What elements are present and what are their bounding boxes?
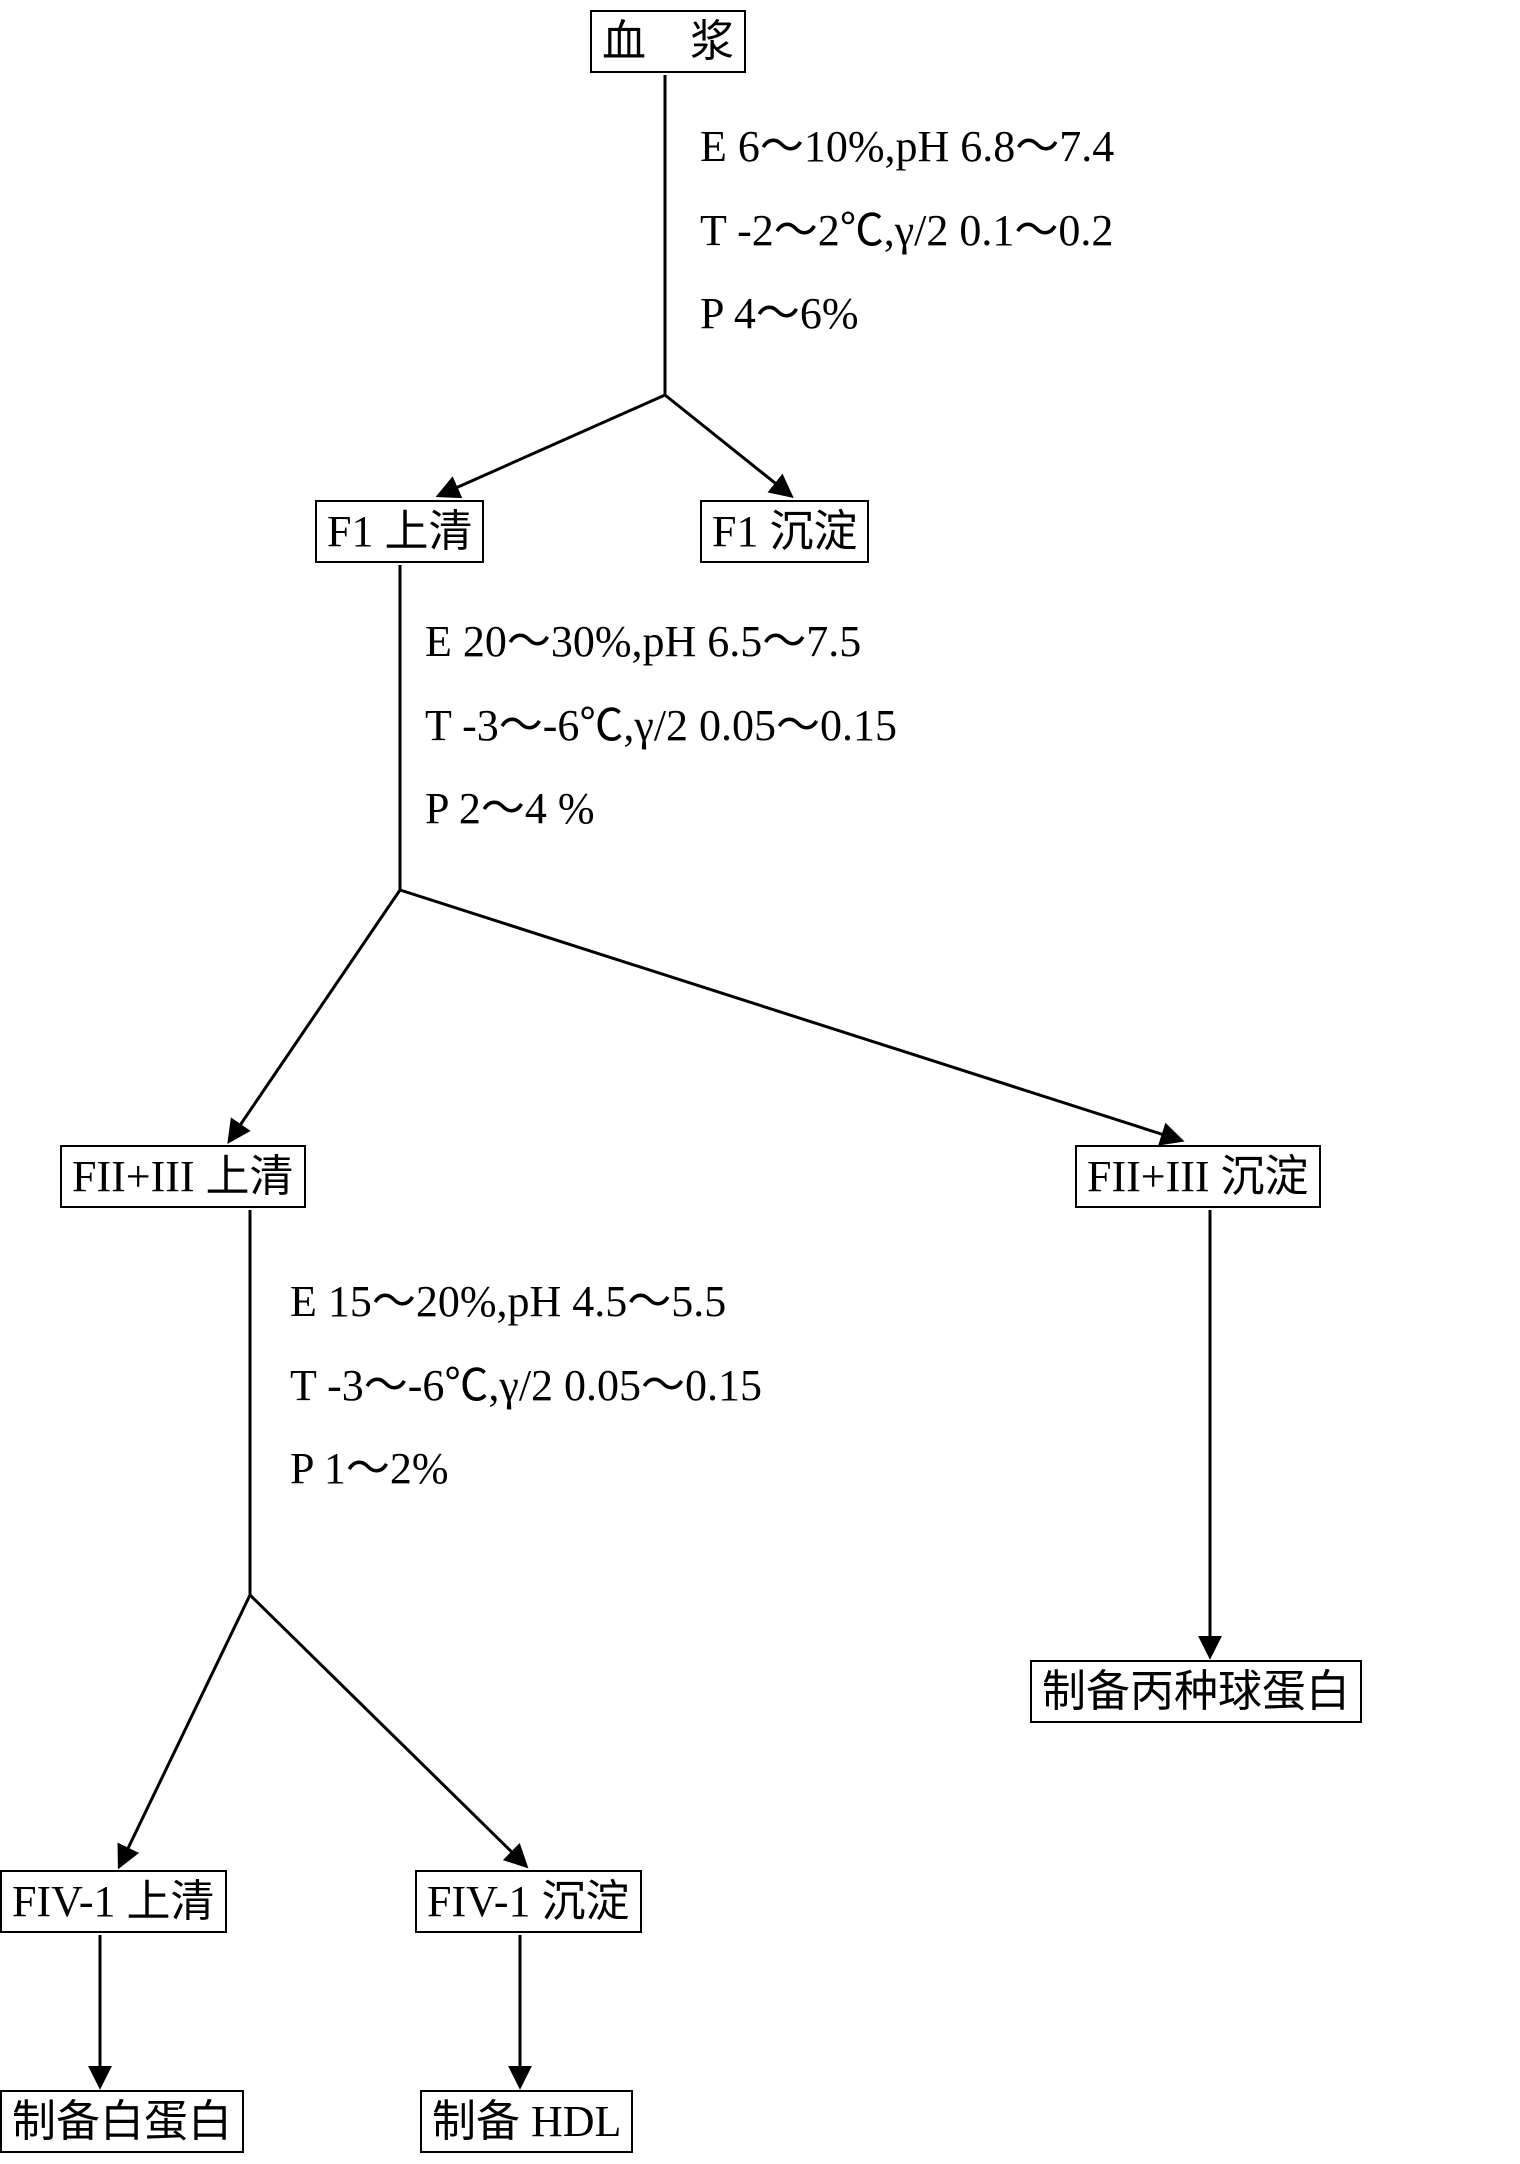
cond-step2: E 20～30%,pH 6.5～7.5 T -3～-6℃,γ/2 0.05～0.… [425,600,897,851]
node-f4-precip: FIV-1 沉淀 [415,1870,642,1933]
cond-step1-line3: P 4～6% [700,272,1114,356]
node-f4-super: FIV-1 上清 [0,1870,227,1933]
node-f1-precip: F1 沉淀 [700,500,869,563]
cond-step1: E 6～10%,pH 6.8～7.4 T -2～2℃,γ/2 0.1～0.2 P… [700,105,1114,356]
cond-step3-line3: P 1～2% [290,1427,762,1511]
cond-step1-line1: E 6～10%,pH 6.8～7.4 [700,105,1114,189]
node-f23-precip: FII+III 沉淀 [1075,1145,1321,1208]
node-plasma: 血 浆 [590,10,746,73]
cond-step3: E 15～20%,pH 4.5～5.5 T -3～-6℃,γ/2 0.05～0.… [290,1260,762,1511]
cond-step3-line2: T -3～-6℃,γ/2 0.05～0.15 [290,1344,762,1428]
cond-step2-line2: T -3～-6℃,γ/2 0.05～0.15 [425,684,897,768]
cond-step1-line2: T -2～2℃,γ/2 0.1～0.2 [700,189,1114,273]
node-albumin: 制备白蛋白 [0,2090,244,2153]
cond-step2-line1: E 20～30%,pH 6.5～7.5 [425,600,897,684]
node-gamma-glob: 制备丙种球蛋白 [1030,1660,1362,1723]
node-hdl: 制备 HDL [420,2090,633,2153]
node-f1-super: F1 上清 [315,500,484,563]
cond-step3-line1: E 15～20%,pH 4.5～5.5 [290,1260,762,1344]
node-f23-super: FII+III 上清 [60,1145,306,1208]
cond-step2-line3: P 2～4 % [425,767,897,851]
